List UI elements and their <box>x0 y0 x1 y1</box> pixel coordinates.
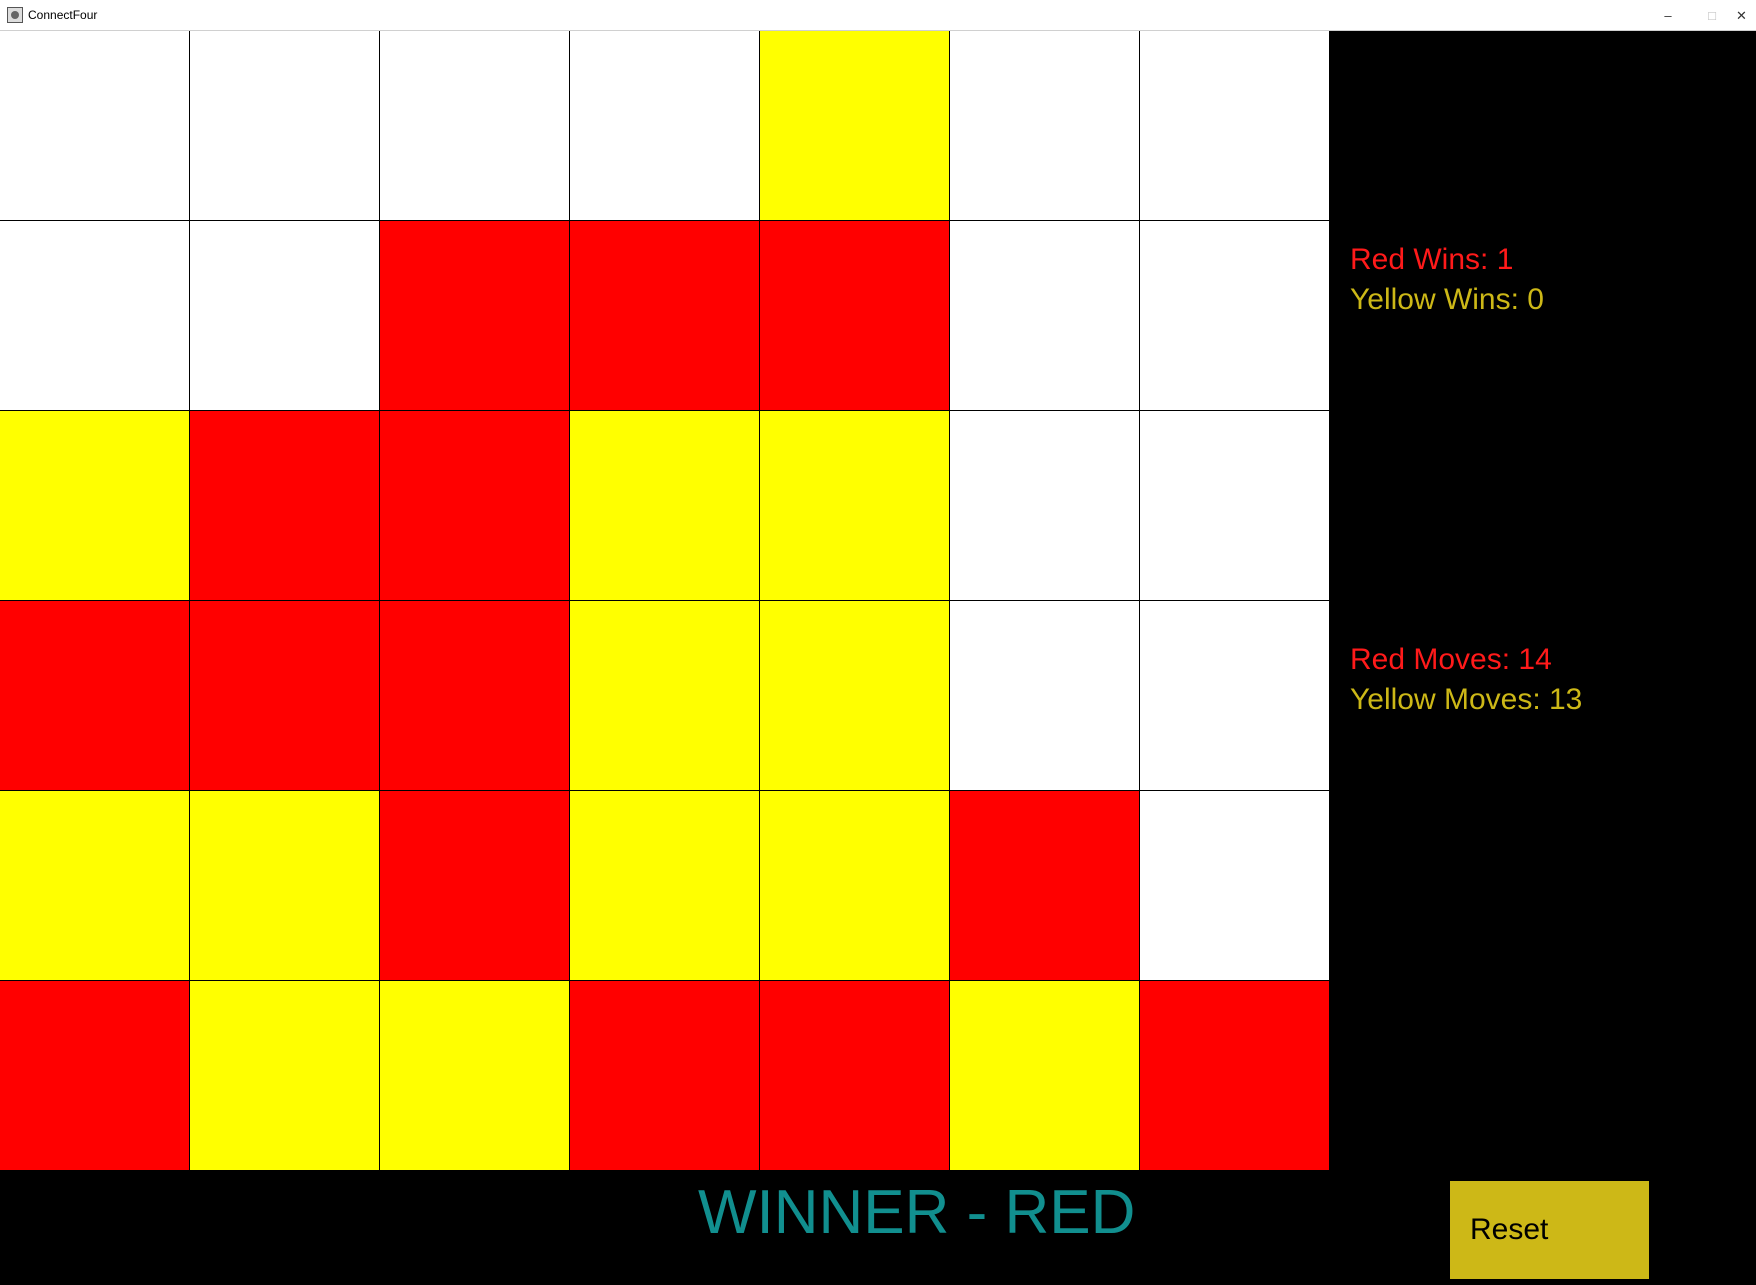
board-cell[interactable] <box>190 31 380 221</box>
board-cell[interactable] <box>1140 221 1330 411</box>
yellow-wins-label: Yellow Wins: 0 <box>1350 283 1544 316</box>
board-cell[interactable] <box>190 981 380 1171</box>
board-cell[interactable] <box>1140 411 1330 601</box>
board-cell[interactable] <box>760 601 950 791</box>
board-cell[interactable] <box>570 31 760 221</box>
minimize-button[interactable]: – <box>1664 8 1672 23</box>
board-cell[interactable] <box>0 601 190 791</box>
board-cell[interactable] <box>190 221 380 411</box>
board-cell[interactable] <box>380 791 570 981</box>
board-cell[interactable] <box>760 31 950 221</box>
board-cell[interactable] <box>0 791 190 981</box>
board-cell[interactable] <box>380 981 570 1171</box>
maximize-button[interactable]: □ <box>1708 8 1716 23</box>
board-cell[interactable] <box>380 411 570 601</box>
red-wins-label: Red Wins: 1 <box>1350 243 1514 276</box>
reset-button[interactable]: Reset <box>1450 1181 1649 1279</box>
board-cell[interactable] <box>950 601 1140 791</box>
board-cell[interactable] <box>760 981 950 1171</box>
board-cell[interactable] <box>1140 31 1330 221</box>
close-button[interactable]: ✕ <box>1736 8 1747 23</box>
board-cell[interactable] <box>570 411 760 601</box>
board-cell[interactable] <box>0 31 190 221</box>
board-cell[interactable] <box>0 411 190 601</box>
winner-status: WINNER - RED <box>698 1178 1136 1247</box>
game-board[interactable] <box>0 31 1330 1171</box>
board-cell[interactable] <box>570 981 760 1171</box>
board-cell[interactable] <box>380 601 570 791</box>
board-cell[interactable] <box>760 411 950 601</box>
board-cell[interactable] <box>1140 601 1330 791</box>
yellow-moves-label: Yellow Moves: 13 <box>1350 683 1583 716</box>
app-icon <box>7 7 23 23</box>
board-cell[interactable] <box>190 791 380 981</box>
board-cell[interactable] <box>950 31 1140 221</box>
board-cell[interactable] <box>570 221 760 411</box>
board-cell[interactable] <box>380 31 570 221</box>
board-cell[interactable] <box>190 601 380 791</box>
board-cell[interactable] <box>950 221 1140 411</box>
board-cell[interactable] <box>570 791 760 981</box>
board-cell[interactable] <box>950 981 1140 1171</box>
board-cell[interactable] <box>0 981 190 1171</box>
board-cell[interactable] <box>1140 791 1330 981</box>
red-moves-label: Red Moves: 14 <box>1350 643 1552 676</box>
board-cell[interactable] <box>1140 981 1330 1171</box>
board-cell[interactable] <box>0 221 190 411</box>
board-cell[interactable] <box>760 791 950 981</box>
board-cell[interactable] <box>570 601 760 791</box>
board-cell[interactable] <box>950 791 1140 981</box>
board-cell[interactable] <box>950 411 1140 601</box>
board-cell[interactable] <box>380 221 570 411</box>
board-cell[interactable] <box>190 411 380 601</box>
board-cell[interactable] <box>760 221 950 411</box>
window-title: ConnectFour <box>28 8 98 22</box>
title-bar: ConnectFour – □ ✕ <box>0 0 1756 31</box>
